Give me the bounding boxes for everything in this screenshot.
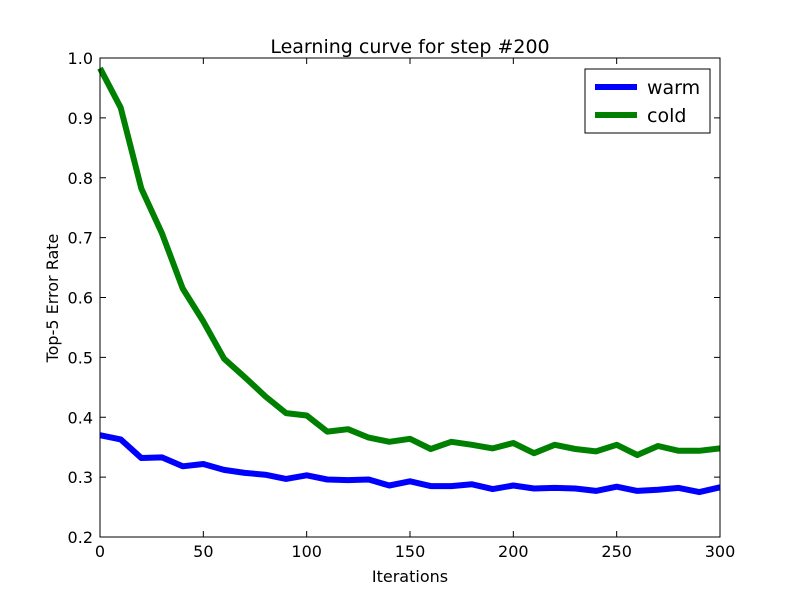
legend-label-cold: cold bbox=[647, 105, 686, 127]
x-tick-label: 250 bbox=[601, 542, 632, 561]
y-tick-label: 0.7 bbox=[68, 229, 93, 248]
series-line-warm bbox=[99, 432, 721, 496]
series-line-cold bbox=[97, 66, 721, 458]
y-axis-label: Top-5 Error Rate bbox=[43, 234, 62, 364]
y-tick-label: 0.4 bbox=[68, 408, 93, 427]
x-tick-label: 150 bbox=[395, 542, 426, 561]
y-tick-label: 0.5 bbox=[68, 348, 93, 367]
x-tick-label: 100 bbox=[291, 542, 322, 561]
series-layer bbox=[97, 66, 721, 496]
chart-title: Learning curve for step #200 bbox=[270, 36, 549, 58]
y-tick-label: 0.6 bbox=[68, 289, 93, 308]
plot-frame bbox=[99, 57, 721, 538]
legend: warm cold bbox=[584, 68, 711, 134]
y-tick-label: 0.3 bbox=[68, 468, 93, 487]
legend-box bbox=[584, 68, 711, 134]
y-tick-label: 0.8 bbox=[68, 169, 93, 188]
ticks-layer: 0 50 100 150 200 250 300 0.2 0.3 0.4 0.5 0.6 0.7 0.8 0… bbox=[68, 49, 736, 561]
x-tick-label: 0 bbox=[95, 542, 105, 561]
x-tick-label: 300 bbox=[705, 542, 736, 561]
y-tick-label: 1.0 bbox=[68, 49, 93, 68]
y-tick-label: 0.9 bbox=[68, 109, 93, 128]
y-tick-label: 0.2 bbox=[68, 528, 93, 547]
legend-label-warm: warm bbox=[647, 77, 700, 99]
x-axis-label: Iterations bbox=[372, 567, 448, 586]
x-tick-label: 50 bbox=[193, 542, 213, 561]
x-tick-label: 200 bbox=[498, 542, 529, 561]
